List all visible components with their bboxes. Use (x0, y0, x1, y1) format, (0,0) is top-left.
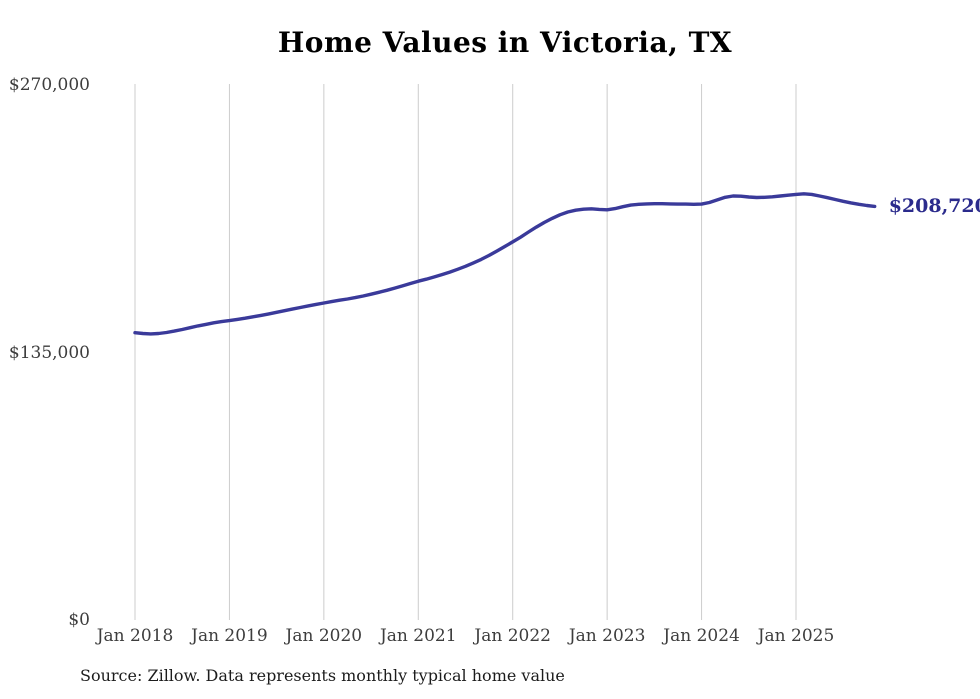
x-tick-label: Jan 2025 (757, 626, 835, 646)
home-value-line (133, 192, 877, 336)
x-tick-label: Jan 2021 (379, 626, 457, 646)
x-tick-label: Jan 2019 (191, 626, 268, 646)
x-tick-label: Jan 2024 (663, 626, 740, 646)
x-tick-label: Jan 2020 (285, 626, 363, 646)
x-tick-label: Jan 2018 (96, 626, 174, 646)
chart-title: Home Values in Victoria, TX (277, 26, 733, 59)
y-tick-label: $135,000 (8, 342, 90, 363)
end-value-label: $208,720 (888, 195, 980, 218)
y-tick-label: $270,000 (8, 75, 90, 95)
x-tick-label: Jan 2022 (474, 626, 551, 646)
y-tick-label: $0 (68, 610, 90, 630)
x-tick-label: Jan 2023 (568, 626, 646, 646)
source-note: Source: Zillow. Data represents monthly … (80, 666, 565, 685)
